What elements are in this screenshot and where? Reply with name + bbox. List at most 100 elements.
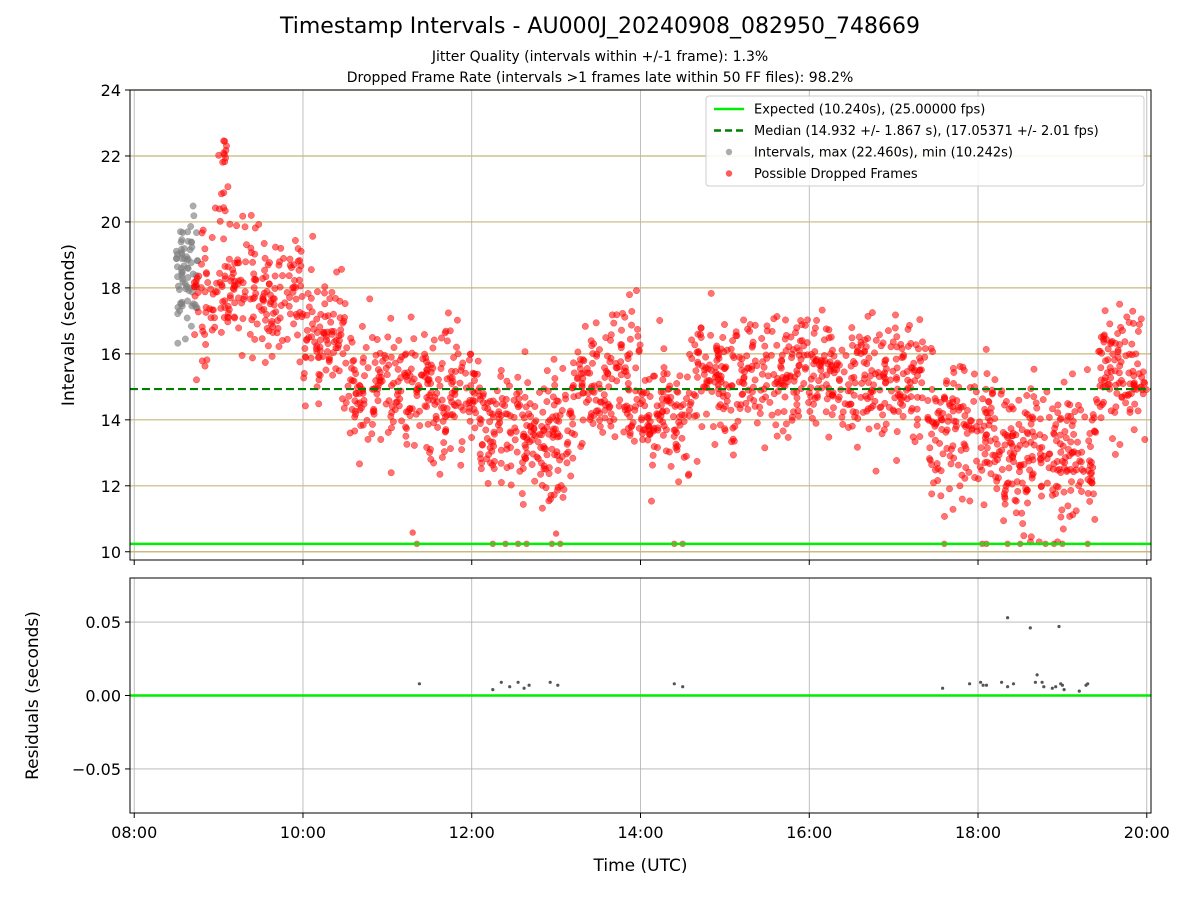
- dropped-frame-point: [634, 332, 642, 340]
- dropped-frame-point: [733, 400, 741, 408]
- dropped-frame-point: [440, 439, 448, 447]
- residual-point: [1062, 688, 1066, 692]
- dropped-frame-point: [727, 345, 735, 353]
- dropped-frame-point: [607, 336, 614, 344]
- dropped-frame-point: [884, 327, 892, 335]
- dropped-frame-point: [688, 355, 696, 362]
- dropped-frame-point: [453, 343, 460, 351]
- dropped-frame-point: [596, 346, 603, 354]
- dropped-frame-point: [706, 377, 714, 385]
- dropped-frame-point: [691, 341, 699, 349]
- dropped-frame-point: [339, 350, 347, 358]
- dropped-frame-point: [1057, 448, 1065, 456]
- dropped-frame-point: [743, 352, 751, 360]
- dropped-frame-point: [981, 450, 989, 458]
- dropped-frame-point: [1078, 448, 1086, 456]
- dropped-frame-point: [387, 469, 395, 477]
- dropped-frame-point: [300, 374, 308, 382]
- dropped-frame-point: [1101, 307, 1109, 315]
- dropped-frame-point: [965, 468, 973, 476]
- dropped-frame-point: [600, 391, 608, 399]
- dropped-frame-point: [879, 411, 887, 419]
- interval-point: [173, 254, 180, 262]
- dropped-frame-point: [231, 299, 239, 307]
- dropped-frame-point: [537, 459, 545, 467]
- dropped-frame-point: [862, 392, 870, 400]
- dropped-frame-point: [427, 368, 435, 376]
- dropped-frame-point: [413, 392, 421, 400]
- dropped-frame-point: [372, 351, 380, 359]
- dropped-frame-point: [484, 479, 492, 487]
- dropped-frame-point: [932, 397, 940, 405]
- dropped-frame-point: [949, 395, 957, 403]
- dropped-frame-point: [446, 327, 454, 335]
- interval-point: [187, 322, 195, 330]
- dropped-frame-point: [778, 357, 786, 365]
- dropped-frame-point: [252, 290, 260, 297]
- dropped-frame-point: [1039, 396, 1047, 404]
- dropped-frame-point: [296, 358, 304, 366]
- dropped-frame-point: [773, 313, 781, 320]
- bottom-y-ticks: −0.05 0.00 0.05: [72, 613, 130, 779]
- dropped-frame-point: [588, 342, 596, 350]
- dropped-frame-point: [1106, 320, 1114, 328]
- bottom-y-axis-label: Residuals (seconds): [23, 611, 43, 780]
- page-title: Timestamp Intervals - AU000J_20240908_08…: [279, 14, 920, 39]
- dropped-frame-point: [650, 424, 658, 432]
- dropped-frame-point: [1107, 340, 1115, 348]
- dropped-frame-point: [576, 356, 584, 363]
- dropped-frame-point: [540, 444, 548, 452]
- dropped-frame-point: [1089, 464, 1097, 471]
- dropped-frame-point: [250, 284, 258, 292]
- dropped-frame-point: [558, 407, 566, 414]
- dropped-frame-point: [761, 342, 769, 350]
- dropped-frame-point: [926, 456, 934, 464]
- interval-point: [174, 339, 182, 347]
- dropped-frame-point: [507, 429, 515, 437]
- dropped-frame-point: [906, 321, 913, 329]
- x-tick-label: 12:00: [449, 823, 495, 842]
- dropped-frame-point: [671, 426, 679, 434]
- dropped-frame-point: [360, 396, 368, 404]
- dropped-frame-point: [1011, 496, 1019, 504]
- dropped-frame-point: [793, 401, 801, 408]
- dropped-frame-point: [321, 283, 329, 291]
- dropped-frame-point: [411, 351, 419, 359]
- dropped-frame-point: [707, 366, 715, 374]
- dropped-frame-point: [892, 311, 899, 319]
- dropped-frame-point: [1134, 360, 1142, 368]
- dropped-frame-point: [1056, 431, 1064, 439]
- dropped-frame-point: [342, 359, 350, 367]
- dropped-frame-point: [877, 342, 885, 350]
- dropped-frame-point: [827, 367, 835, 375]
- dropped-frame-point: [938, 416, 946, 424]
- dropped-frame-point: [596, 409, 604, 417]
- interval-point: [188, 238, 196, 246]
- dropped-frame-point: [420, 331, 428, 338]
- dropped-frame-point: [610, 416, 618, 423]
- dropped-frame-point: [592, 319, 600, 327]
- dropped-frame-point: [490, 465, 498, 473]
- dropped-frame-point: [554, 486, 562, 494]
- dropped-frame-point: [497, 372, 505, 380]
- dropped-frame-point: [202, 341, 210, 348]
- dropped-frame-point: [352, 389, 360, 397]
- dropped-frame-point: [790, 377, 798, 385]
- dropped-frame-point: [660, 364, 668, 371]
- dropped-frame-point: [794, 407, 802, 415]
- dropped-frame-point: [394, 365, 402, 373]
- dropped-frame-point: [1067, 486, 1075, 494]
- dropped-frame-point: [514, 403, 522, 411]
- dropped-frame-point: [850, 358, 857, 365]
- dropped-frame-point: [492, 400, 500, 408]
- dropped-frame-point: [265, 280, 273, 288]
- residual-point: [1060, 683, 1064, 687]
- reference-lines: [130, 387, 1151, 546]
- dropped-frame-point: [316, 323, 324, 331]
- dropped-frame-point: [269, 323, 277, 331]
- dropped-frame-point: [958, 495, 966, 503]
- dropped-frame-point: [1070, 430, 1078, 438]
- top-x-ticks: [133, 560, 1148, 565]
- dropped-frame-point: [549, 433, 557, 441]
- dropped-frame-point: [570, 359, 577, 367]
